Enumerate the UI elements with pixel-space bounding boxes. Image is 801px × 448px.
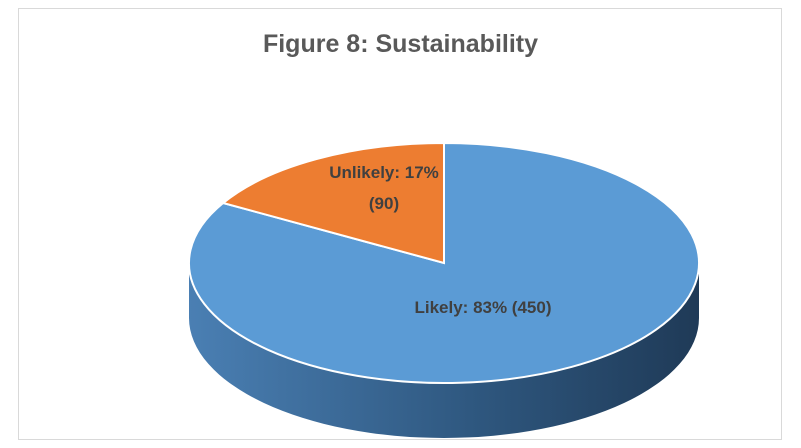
pie-side	[189, 263, 699, 438]
slice-label-likely: Likely: 83% (450)	[414, 298, 551, 317]
slice-label-unlikely-line2: (90)	[369, 194, 399, 213]
slice-label-unlikely-line1: Unlikely: 17%	[329, 163, 439, 182]
pie-slice-unlikely	[221, 141, 445, 265]
chart-title: Figure 8: Sustainability	[262, 30, 539, 58]
pie-slice-likely	[188, 141, 700, 384]
